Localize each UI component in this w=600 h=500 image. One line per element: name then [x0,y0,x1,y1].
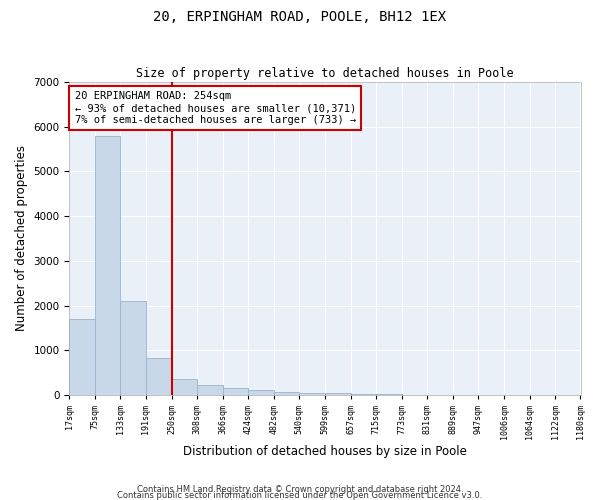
Text: 20 ERPINGHAM ROAD: 254sqm
← 93% of detached houses are smaller (10,371)
7% of se: 20 ERPINGHAM ROAD: 254sqm ← 93% of detac… [74,92,356,124]
Bar [197,384,223,395]
X-axis label: Distribution of detached houses by size in Poole: Distribution of detached houses by size … [183,444,467,458]
Text: 20, ERPINGHAM ROAD, POOLE, BH12 1EX: 20, ERPINGHAM ROAD, POOLE, BH12 1EX [154,10,446,24]
Bar [376,394,401,395]
Bar [274,392,299,395]
Text: Contains public sector information licensed under the Open Government Licence v3: Contains public sector information licen… [118,490,482,500]
Bar [146,358,172,395]
Bar [248,390,274,395]
Bar [70,319,95,395]
Text: Contains HM Land Registry data © Crown copyright and database right 2024.: Contains HM Land Registry data © Crown c… [137,485,463,494]
Bar [172,380,197,395]
Bar [350,394,376,395]
Title: Size of property relative to detached houses in Poole: Size of property relative to detached ho… [136,66,514,80]
Bar [223,388,248,395]
Bar [299,392,325,395]
Y-axis label: Number of detached properties: Number of detached properties [15,146,28,332]
Bar [325,394,350,395]
Bar [95,136,121,395]
Bar [121,301,146,395]
